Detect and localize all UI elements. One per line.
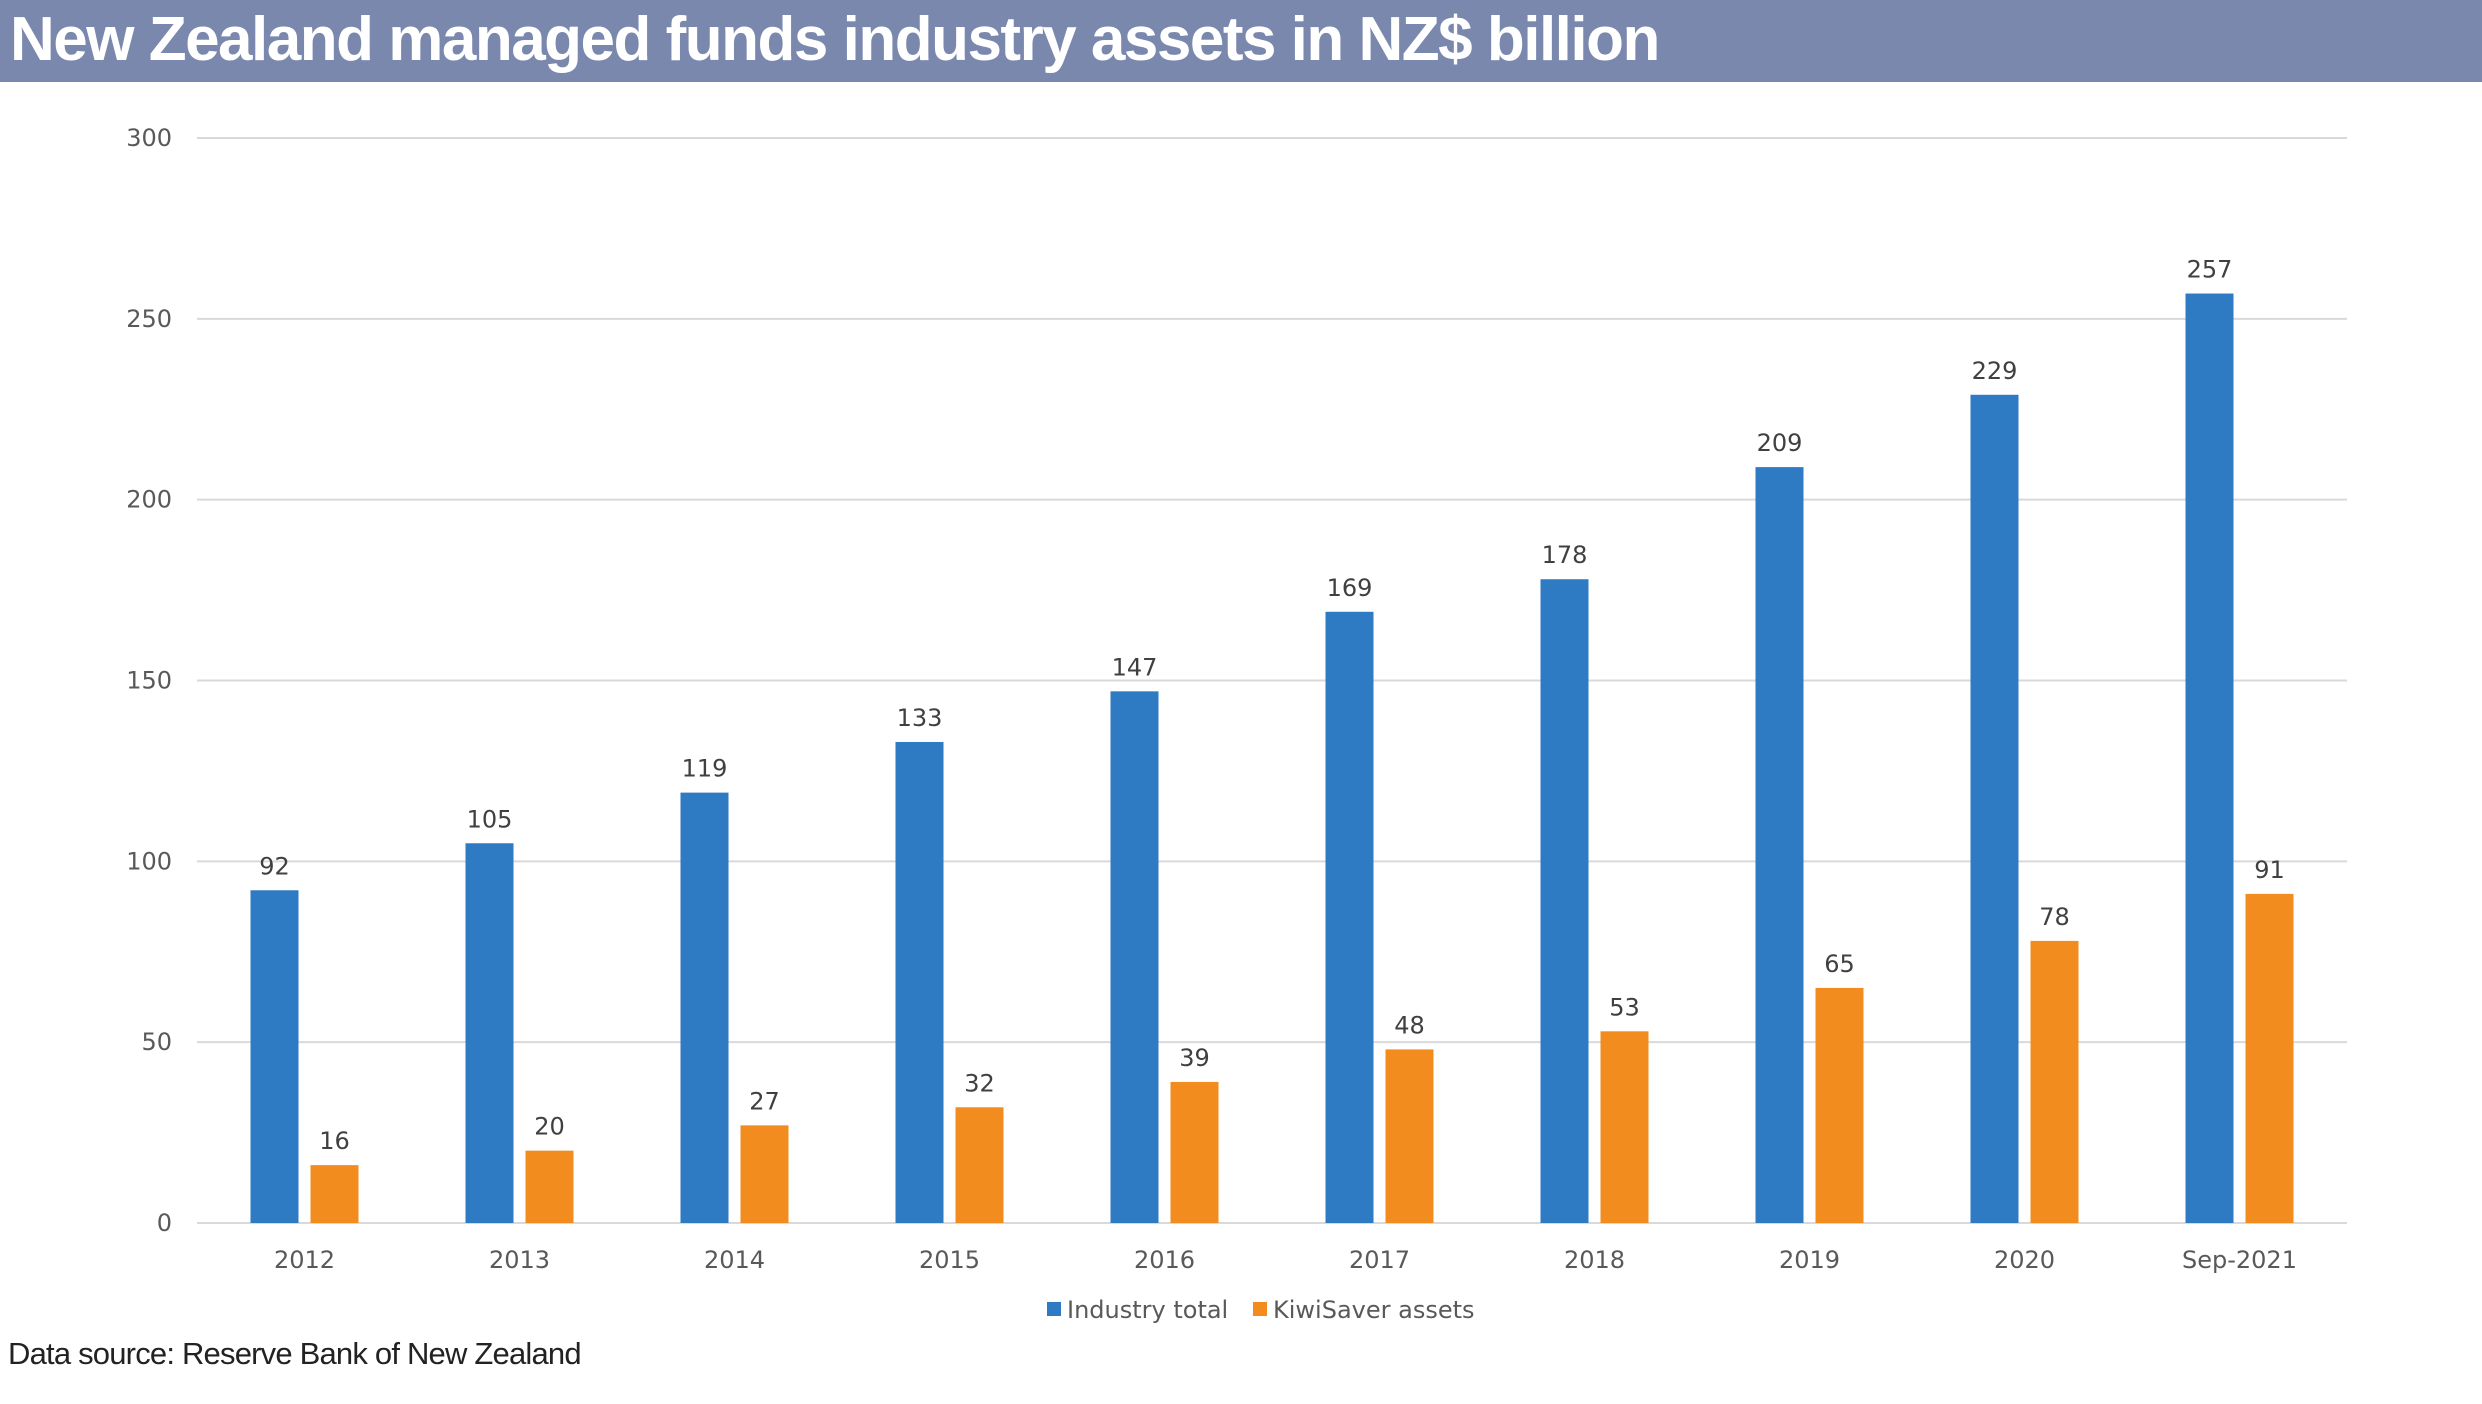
x-tick-label: 2016: [1134, 1246, 1195, 1274]
y-tick-label: 250: [126, 305, 172, 333]
industry-total-bar: [1970, 394, 2019, 1223]
x-tick-label: 2018: [1564, 1246, 1625, 1274]
kiwisaver-data-label: 20: [534, 1113, 565, 1141]
industry-total-data-label: 92: [259, 852, 290, 880]
y-tick-label: 0: [157, 1209, 172, 1237]
industry-total-data-label: 257: [2187, 256, 2233, 284]
industry-total-bar: [1755, 467, 1804, 1223]
kiwisaver-bar: [2245, 893, 2294, 1223]
industry-total-data-label: 178: [1542, 541, 1588, 569]
legend[interactable]: Industry total KiwiSaver assets: [1047, 1296, 1475, 1324]
y-tick-label: 100: [126, 847, 172, 875]
gridlines: [197, 137, 2347, 1224]
kiwisaver-data-label: 32: [964, 1069, 995, 1097]
kiwisaver-bar: [310, 1165, 359, 1223]
legend-label-industry-total[interactable]: Industry total: [1067, 1296, 1228, 1324]
kiwisaver-bar: [1385, 1049, 1434, 1223]
x-tick-label: Sep-2021: [2182, 1246, 2297, 1274]
industry-total-bar: [1110, 691, 1159, 1223]
kiwisaver-data-label: 48: [1394, 1011, 1425, 1039]
industry-total-bar: [2185, 293, 2234, 1223]
industry-total-data-label: 119: [682, 755, 728, 783]
y-tick-label: 300: [126, 124, 172, 152]
bars: [250, 293, 2294, 1223]
industry-total-data-label: 147: [1112, 653, 1158, 681]
industry-total-bar: [250, 890, 299, 1223]
kiwisaver-data-label: 78: [2039, 903, 2070, 931]
data-source-note: Data source: Reserve Bank of New Zealand: [8, 1336, 582, 1371]
industry-total-data-label: 133: [897, 704, 943, 732]
kiwisaver-bar: [1600, 1031, 1649, 1223]
industry-total-data-label: 229: [1972, 357, 2018, 385]
industry-total-data-label: 105: [467, 805, 513, 833]
x-tick-label: 2020: [1994, 1246, 2055, 1274]
kiwisaver-data-label: 16: [319, 1127, 350, 1155]
legend-swatch-kiwisaver: [1253, 1302, 1267, 1316]
industry-total-bar: [1540, 579, 1589, 1223]
x-axis-ticks: 2012 2013 2014 2015 2016 2017 2018 2019 2020 Sep-…: [274, 1246, 2297, 1274]
x-tick-label: 2013: [489, 1246, 550, 1274]
kiwisaver-data-label: 39: [1179, 1044, 1210, 1072]
kiwisaver-data-label: 91: [2254, 856, 2285, 884]
y-tick-label: 50: [141, 1028, 172, 1056]
industry-total-bar: [465, 843, 514, 1223]
x-tick-label: 2012: [274, 1246, 335, 1274]
kiwisaver-bar: [955, 1107, 1004, 1223]
kiwisaver-data-label: 53: [1609, 993, 1640, 1021]
industry-total-bar: [680, 792, 729, 1223]
y-tick-label: 150: [126, 667, 172, 695]
industry-total-data-label: 209: [1757, 429, 1803, 457]
kiwisaver-bar: [740, 1125, 789, 1223]
industry-total-data-label: 169: [1327, 574, 1373, 602]
legend-label-kiwisaver[interactable]: KiwiSaver assets: [1273, 1296, 1475, 1324]
kiwisaver-bar: [1170, 1081, 1219, 1223]
x-tick-label: 2017: [1349, 1246, 1410, 1274]
title-bar: New Zealand managed funds industry asset…: [0, 0, 2482, 82]
y-tick-label: 200: [126, 486, 172, 514]
data-labels: 92 16 105 20 119 27 133 32 147 39 169 48 178 53 209 65 2…: [259, 256, 2285, 1156]
x-tick-label: 2019: [1779, 1246, 1840, 1274]
kiwisaver-bar: [1815, 987, 1864, 1223]
x-tick-label: 2015: [919, 1246, 980, 1274]
industry-total-bar: [895, 741, 944, 1223]
legend-swatch-industry-total: [1047, 1302, 1061, 1316]
y-axis-ticks: 0 50 100 150 200 250 300: [126, 124, 172, 1237]
x-tick-label: 2014: [704, 1246, 765, 1274]
chart-title: New Zealand managed funds industry asset…: [10, 5, 1660, 74]
kiwisaver-bar: [2030, 940, 2079, 1223]
kiwisaver-data-label: 27: [749, 1087, 780, 1115]
kiwisaver-data-label: 65: [1824, 950, 1855, 978]
kiwisaver-bar: [525, 1150, 574, 1223]
industry-total-bar: [1325, 611, 1374, 1223]
